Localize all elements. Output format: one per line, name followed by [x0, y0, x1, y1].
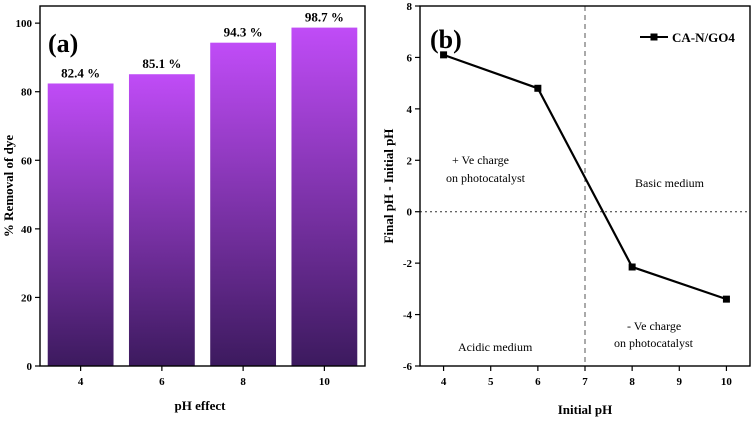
y-tick-label-a-40: 40 [21, 224, 33, 236]
bar-value-label-ph-8: 94.3 % [224, 25, 263, 40]
x-tick-label-a-6: 6 [159, 376, 165, 388]
y-tick-label-b-6: 6 [407, 52, 413, 64]
x-tick-label-b-7: 7 [582, 376, 588, 388]
y-tick-label-b--2: -2 [403, 258, 413, 270]
y-tick-label-a-100: 100 [16, 18, 33, 30]
data-point-ph-10 [722, 295, 730, 303]
series-line-ca-n-go4 [443, 53, 727, 301]
plot-frame-a [39, 5, 366, 367]
x-axis-label-b: Initial pH [558, 402, 613, 417]
y-tick-label-a-60: 60 [21, 155, 33, 167]
bar-value-label-ph-10: 98.7 % [305, 10, 344, 25]
y-tick-label-b-2: 2 [407, 155, 413, 167]
panel-a-bar-chart: 82.4 % 85.1 % 94.3 % 98.7 % 0 20 40 60 80 100 4 6… [1, 5, 366, 413]
negative-charge-annotation-line1: - Ve charge [627, 319, 681, 333]
positive-charge-annotation-line1: + Ve charge [452, 153, 509, 167]
y-axis-label-a: % Removal of dye [1, 135, 16, 237]
bar-ph-4 [47, 83, 114, 366]
bar-data-labels: 82.4 % 85.1 % 94.3 % 98.7 % [61, 10, 344, 81]
y-axis-ticks-a: 0 20 40 60 80 100 [16, 18, 40, 373]
x-tick-label-b-4: 4 [441, 376, 447, 388]
y-axis-ticks-b: -6 -4 -2 0 2 4 6 8 [403, 1, 420, 373]
data-point-ph-4 [440, 51, 448, 59]
bar-ph-6 [128, 74, 195, 366]
y-tick-label-a-0: 0 [27, 361, 33, 373]
y-tick-label-b-8: 8 [407, 1, 413, 13]
x-tick-label-a-8: 8 [240, 376, 246, 388]
negative-charge-annotation-line2: on photocatalyst [614, 336, 694, 350]
x-tick-label-b-9: 9 [677, 376, 683, 388]
series-points [440, 51, 730, 303]
x-axis-ticks-a: 4 6 8 10 [78, 366, 331, 388]
legend: CA-N/GO4 [640, 30, 735, 45]
bar-series [47, 27, 358, 366]
y-tick-label-b-0: 0 [407, 207, 413, 219]
y-tick-label-b--6: -6 [403, 361, 413, 373]
y-tick-label-a-20: 20 [21, 292, 33, 304]
bar-value-label-ph-4: 82.4 % [61, 65, 100, 80]
data-point-ph-6 [534, 84, 542, 92]
data-point-ph-8 [628, 263, 636, 271]
x-tick-label-b-5: 5 [488, 376, 494, 388]
y-tick-label-b-4: 4 [407, 104, 413, 116]
basic-medium-annotation: Basic medium [635, 176, 705, 190]
series-polyline [443, 53, 727, 301]
y-tick-label-b--4: -4 [403, 310, 413, 322]
x-tick-label-a-4: 4 [78, 376, 84, 388]
legend-marker [650, 33, 658, 41]
legend-entry: CA-N/GO4 [672, 30, 735, 45]
x-axis-label-a: pH effect [175, 398, 227, 413]
x-tick-label-b-8: 8 [629, 376, 635, 388]
bar-value-label-ph-6: 85.1 % [142, 56, 181, 71]
panel-label-a: (a) [48, 29, 78, 58]
positive-charge-annotation-line2: on photocatalyst [446, 171, 526, 185]
x-axis-ticks-b: 4 5 6 7 8 9 10 [441, 366, 733, 388]
bar-ph-10 [291, 27, 358, 366]
y-axis-label-b: Final pH - Initial pH [381, 129, 396, 244]
panel-b-line-chart: -6 -4 -2 0 2 4 6 8 4 5 6 7 8 9 10 (b) CA-N/GO4 + Ve c… [381, 1, 751, 417]
bar-ph-8 [210, 42, 277, 366]
y-tick-label-a-80: 80 [21, 87, 33, 99]
x-tick-label-b-10: 10 [721, 376, 733, 388]
panel-label-b: (b) [430, 25, 462, 54]
acidic-medium-annotation: Acidic medium [458, 340, 533, 354]
x-tick-label-a-10: 10 [319, 376, 331, 388]
x-tick-label-b-6: 6 [535, 376, 541, 388]
plot-frame-b [419, 5, 751, 367]
